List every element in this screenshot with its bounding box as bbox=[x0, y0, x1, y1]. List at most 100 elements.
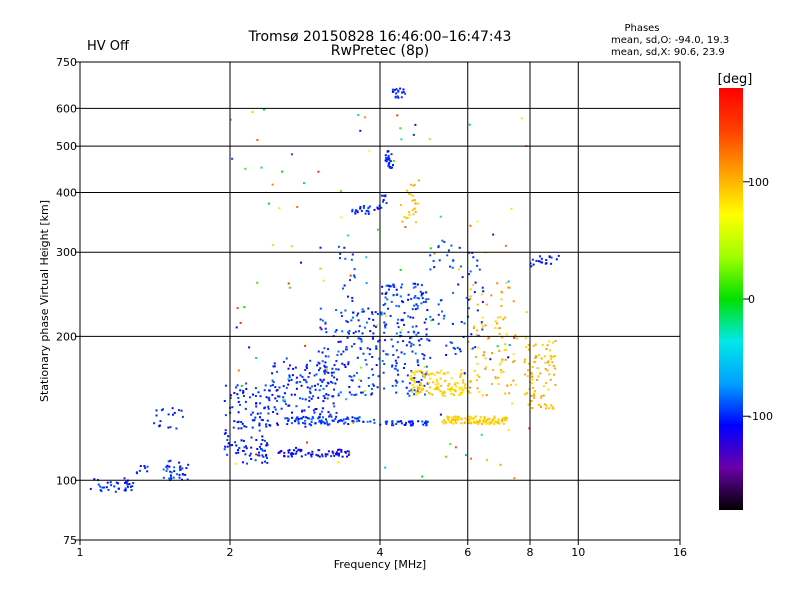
echo-point bbox=[240, 421, 243, 423]
echo-point bbox=[327, 371, 330, 374]
echo-point bbox=[530, 265, 533, 268]
echo-point bbox=[124, 487, 127, 490]
echo-point bbox=[551, 361, 554, 364]
echo-point bbox=[267, 412, 270, 415]
echo-point bbox=[527, 362, 530, 365]
echo-point bbox=[255, 439, 258, 441]
echo-point bbox=[385, 158, 388, 161]
echo-point bbox=[106, 481, 109, 484]
echo-point bbox=[400, 286, 403, 289]
echo-point bbox=[494, 320, 497, 323]
echo-point bbox=[359, 347, 362, 350]
echo-point bbox=[416, 370, 419, 373]
echo-point bbox=[303, 182, 305, 185]
echo-point bbox=[182, 473, 185, 476]
echo-point bbox=[371, 368, 374, 371]
echo-point bbox=[165, 465, 168, 468]
echo-point bbox=[411, 384, 414, 386]
echo-point bbox=[269, 384, 272, 387]
echo-point bbox=[385, 323, 388, 326]
echo-point bbox=[391, 422, 394, 425]
echo-point bbox=[504, 244, 507, 247]
echo-point bbox=[244, 407, 247, 410]
echo-point bbox=[285, 386, 288, 389]
echo-point bbox=[508, 344, 511, 346]
echo-point bbox=[420, 284, 423, 287]
echo-point bbox=[439, 215, 442, 218]
echo-point bbox=[335, 415, 338, 418]
echo-point bbox=[263, 407, 266, 410]
echo-point bbox=[411, 390, 414, 393]
echo-point bbox=[322, 421, 325, 424]
echo-point bbox=[179, 465, 182, 468]
echo-point bbox=[498, 327, 501, 330]
echo-point bbox=[167, 460, 170, 463]
echo-point bbox=[236, 421, 239, 424]
echo-point bbox=[485, 420, 488, 423]
echo-point bbox=[346, 450, 349, 453]
echo-point bbox=[403, 311, 406, 314]
echo-point bbox=[407, 315, 410, 318]
echo-point bbox=[341, 455, 344, 458]
echo-point bbox=[502, 370, 505, 373]
echo-point bbox=[387, 307, 390, 310]
x-tick-label: 10 bbox=[571, 546, 585, 559]
echo-point bbox=[403, 215, 406, 218]
echo-point bbox=[331, 367, 334, 370]
echo-point bbox=[103, 486, 106, 489]
x-tick-label: 6 bbox=[464, 546, 471, 559]
echo-point bbox=[371, 313, 374, 316]
echo-point bbox=[304, 379, 307, 382]
phase-stats-o: mean, sd,O: -94.0, 19.3 bbox=[611, 35, 729, 46]
echo-point bbox=[478, 390, 481, 393]
echo-point bbox=[541, 343, 544, 346]
echo-point bbox=[299, 380, 302, 383]
echo-point bbox=[286, 423, 289, 426]
echo-point bbox=[512, 379, 515, 382]
echo-point bbox=[305, 416, 308, 419]
echo-point bbox=[271, 384, 274, 387]
echo-point bbox=[173, 470, 176, 473]
echo-point bbox=[318, 362, 321, 365]
echo-point bbox=[340, 449, 343, 451]
echo-point bbox=[263, 439, 266, 442]
echo-point bbox=[439, 377, 442, 380]
echo-point bbox=[260, 166, 263, 169]
echo-point bbox=[162, 476, 165, 479]
echo-point bbox=[419, 290, 422, 293]
echo-point bbox=[418, 380, 420, 383]
echo-point bbox=[288, 449, 291, 451]
y-tick-label: 600 bbox=[56, 102, 77, 115]
echo-point bbox=[342, 350, 345, 353]
echo-point bbox=[436, 371, 439, 374]
echo-point bbox=[231, 406, 234, 409]
echo-point bbox=[438, 371, 441, 374]
echo-point bbox=[234, 462, 237, 465]
echo-point bbox=[109, 481, 112, 484]
echo-point bbox=[454, 381, 457, 384]
echo-point bbox=[442, 372, 445, 375]
echo-point bbox=[493, 415, 496, 418]
echo-point bbox=[437, 313, 440, 316]
echo-point bbox=[442, 422, 445, 425]
echo-point bbox=[438, 259, 441, 262]
echo-point bbox=[386, 420, 389, 423]
echo-point bbox=[469, 295, 472, 298]
echo-point bbox=[505, 348, 508, 351]
echo-point bbox=[314, 408, 317, 411]
echo-point bbox=[340, 216, 343, 219]
echo-point bbox=[314, 422, 317, 425]
echo-point bbox=[411, 350, 414, 353]
echo-point bbox=[322, 400, 325, 403]
echo-point bbox=[344, 309, 347, 312]
echo-point bbox=[354, 417, 356, 420]
echo-point bbox=[347, 450, 350, 453]
echo-point bbox=[288, 374, 291, 377]
echo-point bbox=[259, 402, 262, 405]
echo-point bbox=[505, 416, 508, 419]
echo-point bbox=[424, 422, 426, 424]
echo-point bbox=[376, 206, 379, 209]
echo-point bbox=[415, 380, 418, 383]
echo-point bbox=[410, 345, 412, 348]
echo-point bbox=[226, 453, 229, 456]
